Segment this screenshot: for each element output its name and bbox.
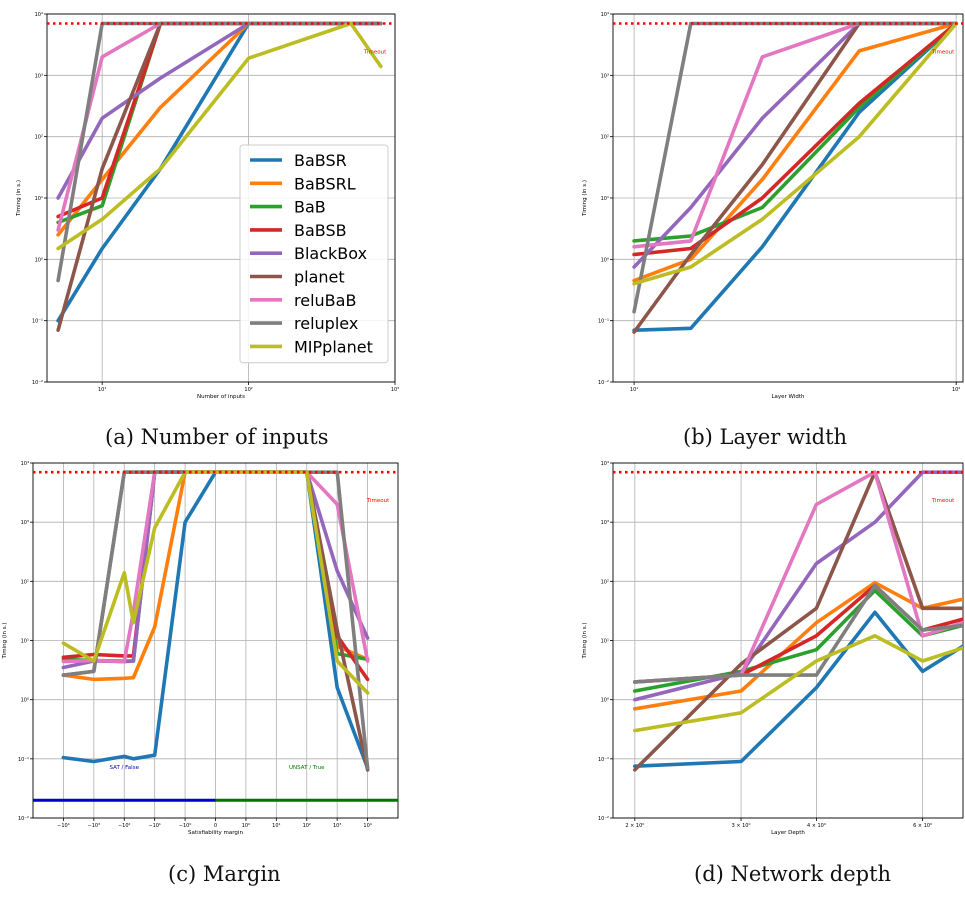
timeout-label: Timeout [931, 498, 955, 504]
x-tick-label: 10⁰ [242, 823, 250, 829]
legend-label-reluBaB: reluBaB [294, 291, 356, 310]
x-tick-label: −10³ [88, 823, 101, 829]
caption-c: (c) Margin [168, 862, 281, 886]
series-group [632, 21, 959, 334]
x-axis-label: Layer Depth [771, 830, 805, 836]
caption-a: (a) Number of inputs [105, 425, 329, 449]
legend-box [239, 144, 389, 364]
y-tick-label: 10⁰ [601, 257, 609, 263]
legend-label-planet: planet [294, 268, 345, 287]
y-tick-label: 10⁴ [601, 12, 609, 18]
series-reluBaB [632, 470, 963, 684]
y-axis-label: Timing (in s.) [582, 623, 588, 660]
x-tick-label: 10² [952, 387, 960, 393]
y-tick-label: 10² [21, 579, 29, 585]
x-tick-label: 10¹ [272, 823, 280, 829]
y-tick-label: 10⁴ [601, 461, 609, 467]
x-tick-label: 6 × 10⁰ [913, 823, 932, 829]
x-axis-label: Number of inputs [197, 394, 245, 400]
legend-label-reluplex: reluplex [294, 314, 358, 333]
y-tick-label: 10⁻¹ [598, 319, 609, 325]
x-tick-label: −10⁴ [57, 823, 70, 829]
series-MIPplanet [56, 21, 383, 251]
y-tick-label: 10¹ [35, 196, 43, 202]
legend-label-BaB: BaB [294, 198, 326, 217]
chart-a: 10⁻² 10⁻¹ 10⁰ 10¹ 10² 10³ 10⁴ 10¹ 10² 10³ Number o… [16, 12, 399, 400]
caption-d: (d) Network depth [694, 862, 892, 886]
y-tick-label: 10¹ [601, 196, 609, 202]
x-tick-label: 10² [303, 823, 311, 829]
series-planet [632, 470, 963, 772]
legend-label-BaBSR: BaBSR [294, 151, 347, 170]
series-BaBSB [632, 21, 959, 257]
series-group [632, 470, 963, 772]
y-tick-label: 10⁴ [35, 12, 43, 18]
x-tick-label: 2 × 10⁰ [625, 823, 644, 829]
y-tick-label: 10³ [601, 520, 609, 526]
unsat-label: UNSAT / True [289, 765, 325, 771]
y-tick-label: 10⁻¹ [598, 757, 609, 763]
x-tick-label: 10¹ [98, 387, 106, 393]
x-tick-label: −10¹ [148, 823, 161, 829]
x-tick-label: 0 [214, 823, 217, 829]
legend-label-BaBSB: BaBSB [294, 221, 347, 240]
series-reluplex [632, 583, 963, 684]
legend: BaBSR BaBSRL BaB BaBSB BlackBox planet reluBaB… [239, 144, 389, 364]
series-group [61, 470, 370, 772]
y-tick-label: 10⁰ [21, 698, 29, 704]
y-axis-label: Timing (in s.) [2, 623, 8, 660]
y-tick-label: 10⁻² [18, 816, 29, 822]
legend-label-BaBSRL: BaBSRL [294, 174, 356, 193]
y-tick-label: 10³ [21, 520, 29, 526]
y-tick-label: 10² [601, 135, 609, 141]
y-tick-label: 10⁴ [21, 461, 29, 467]
y-tick-label: 10² [601, 579, 609, 585]
x-tick-label: 3 × 10⁰ [732, 823, 751, 829]
x-tick-label: 10¹ [630, 387, 638, 393]
series-BaBSRL [632, 21, 959, 283]
x-tick-label: 10⁴ [363, 823, 371, 829]
caption-b: (b) Layer width [683, 425, 848, 449]
y-tick-label: 10⁻¹ [32, 319, 43, 325]
y-tick-label: 10³ [601, 73, 609, 79]
y-tick-label: 10⁻² [598, 816, 609, 822]
y-tick-label: 10¹ [601, 639, 609, 645]
x-tick-label: −10⁰ [179, 823, 192, 829]
y-tick-label: 10⁻² [32, 380, 43, 386]
y-tick-label: 10³ [35, 73, 43, 79]
series-MIPplanet [61, 470, 370, 695]
x-tick-label: 10² [244, 387, 252, 393]
timeout-label: Timeout [931, 50, 955, 56]
legend-label-BlackBox: BlackBox [294, 244, 367, 263]
x-tick-label: 10³ [391, 387, 399, 393]
chart-b: 10⁻² 10⁻¹ 10⁰ 10¹ 10² 10³ 10⁴ 10¹ 10² Layer Width… [582, 12, 964, 400]
x-tick-label: 10³ [333, 823, 341, 829]
series-MIPplanet [632, 633, 963, 733]
y-tick-label: 10² [35, 135, 43, 141]
y-tick-label: 10⁰ [35, 257, 43, 263]
x-axis-label: Layer Width [771, 394, 805, 400]
y-tick-label: 10¹ [21, 639, 29, 645]
x-axis-label: Satisfiability margin [188, 830, 243, 836]
x-tick-label: −10² [118, 823, 131, 829]
y-axis-label: Timing (in s.) [16, 180, 22, 217]
y-tick-label: 10⁻¹ [18, 757, 29, 763]
chart-c: 10⁻² 10⁻¹ 10⁰ 10¹ 10² 10³ 10⁴ −10⁴ −10³ −10² −10¹ −… [2, 461, 399, 836]
y-axis-label: Timing (in s.) [582, 180, 588, 217]
series-BaB [632, 21, 959, 243]
legend-label-MIPplanet: MIPplanet [294, 337, 373, 356]
timeout-label: Timeout [363, 50, 387, 56]
timeout-label: Timeout [366, 498, 390, 504]
series-MIPplanet [632, 21, 959, 286]
sat-label: SAT / False [110, 765, 140, 771]
x-tick-label: 4 × 10⁰ [807, 823, 826, 829]
y-tick-label: 10⁻² [598, 380, 609, 386]
series-reluplex [632, 21, 959, 314]
chart-d: 10⁻² 10⁻¹ 10⁰ 10¹ 10² 10³ 10⁴ 2 × 10⁰ 3 × 10⁰ 4 ×… [582, 461, 964, 836]
series-BaBSR [632, 21, 959, 333]
y-tick-label: 10⁰ [601, 698, 609, 704]
